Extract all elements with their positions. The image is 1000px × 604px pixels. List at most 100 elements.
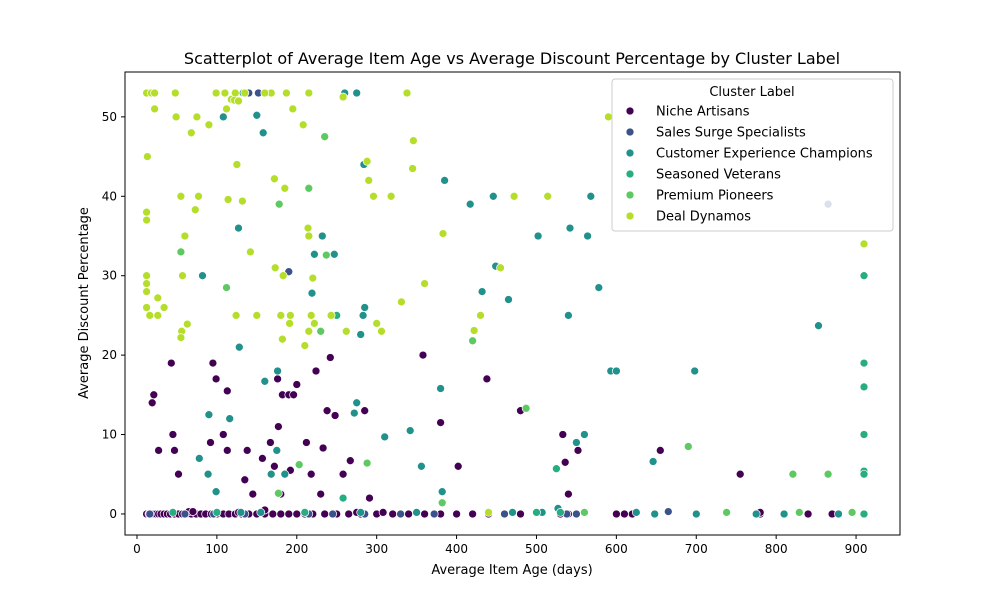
- data-point: [404, 509, 413, 519]
- data-point: [280, 469, 290, 479]
- data-point: [320, 509, 330, 519]
- data-point: [142, 303, 151, 312]
- data-point: [142, 207, 151, 217]
- data-point: [302, 438, 311, 447]
- data-point: [402, 88, 412, 98]
- data-point: [429, 509, 439, 519]
- data-point: [572, 438, 581, 447]
- data-point: [476, 311, 485, 320]
- data-point: [223, 195, 233, 204]
- data-point: [814, 321, 823, 331]
- data-point: [341, 326, 351, 336]
- data-point: [564, 489, 573, 499]
- data-point: [246, 247, 255, 257]
- data-point: [556, 508, 565, 517]
- x-tick-label: 700: [685, 542, 708, 556]
- data-point: [468, 336, 477, 346]
- data-point: [190, 205, 200, 215]
- data-point: [154, 446, 163, 455]
- data-point: [345, 456, 355, 466]
- data-point: [142, 271, 151, 281]
- data-point: [304, 183, 314, 193]
- data-point: [142, 287, 151, 296]
- data-point: [145, 509, 155, 519]
- data-point: [270, 174, 279, 184]
- y-tick-label: 30: [102, 269, 117, 283]
- data-point: [412, 508, 421, 517]
- data-point: [294, 460, 304, 470]
- data-point: [356, 330, 366, 339]
- legend-entry: Niche Artisans: [656, 105, 750, 120]
- data-point: [304, 88, 314, 98]
- legend: Cluster Label Niche Artisans Sales Surge …: [611, 78, 894, 232]
- data-point: [180, 231, 190, 241]
- x-axis-label: Average Item Age (days): [431, 563, 592, 578]
- x-tick-label: 500: [525, 542, 548, 556]
- data-point: [176, 247, 186, 257]
- data-point: [465, 199, 475, 209]
- data-point: [166, 358, 176, 368]
- data-point: [142, 279, 151, 288]
- data-point: [369, 191, 378, 201]
- data-point: [222, 446, 232, 455]
- data-point: [417, 461, 426, 471]
- data-point: [469, 326, 479, 335]
- data-point: [420, 279, 429, 288]
- data-point: [409, 136, 418, 146]
- data-point: [284, 509, 294, 519]
- data-point: [272, 446, 282, 455]
- x-tick-label: 600: [605, 542, 628, 556]
- legend-title: Cluster Label: [709, 85, 794, 100]
- data-point: [171, 112, 181, 122]
- data-point: [274, 199, 284, 209]
- data-point: [344, 509, 354, 519]
- data-point: [631, 508, 641, 517]
- data-point: [222, 283, 231, 292]
- data-point: [222, 386, 232, 396]
- data-point: [285, 319, 294, 328]
- data-point: [580, 430, 589, 439]
- data-point: [859, 469, 869, 479]
- data-point: [186, 128, 196, 138]
- data-point: [238, 196, 247, 206]
- data-point: [268, 509, 278, 519]
- data-point: [310, 319, 319, 328]
- data-point: [178, 271, 187, 281]
- data-point: [360, 303, 370, 312]
- data-point: [289, 390, 298, 400]
- data-point: [564, 311, 573, 320]
- data-point: [194, 191, 203, 201]
- data-point: [273, 366, 282, 376]
- data-point: [859, 358, 869, 368]
- data-point: [211, 374, 221, 384]
- data-point: [338, 92, 348, 102]
- data-point: [240, 475, 250, 485]
- data-point: [311, 366, 321, 376]
- data-point: [859, 382, 869, 392]
- data-point: [276, 509, 286, 519]
- data-point: [452, 509, 461, 519]
- data-point: [292, 380, 302, 389]
- legend-entry: Deal Dynamos: [656, 210, 751, 225]
- data-point: [273, 374, 282, 384]
- data-point: [308, 273, 318, 283]
- data-point: [533, 231, 543, 241]
- legend-items: Niche Artisans Sales Surge Specialists Cus…: [625, 105, 873, 225]
- data-point: [663, 507, 673, 516]
- data-point: [222, 104, 231, 114]
- x-tick-label: 100: [205, 542, 228, 556]
- data-point: [735, 469, 745, 479]
- data-point: [307, 288, 317, 298]
- data-point: [362, 156, 372, 166]
- data-point: [198, 271, 207, 281]
- data-point: [240, 88, 250, 98]
- data-point: [320, 132, 330, 142]
- plot-frame: [124, 71, 901, 536]
- data-point: [278, 271, 288, 281]
- data-point: [420, 509, 429, 519]
- data-point: [176, 191, 186, 201]
- data-point: [532, 508, 541, 517]
- data-point: [192, 112, 202, 122]
- data-point: [147, 398, 157, 408]
